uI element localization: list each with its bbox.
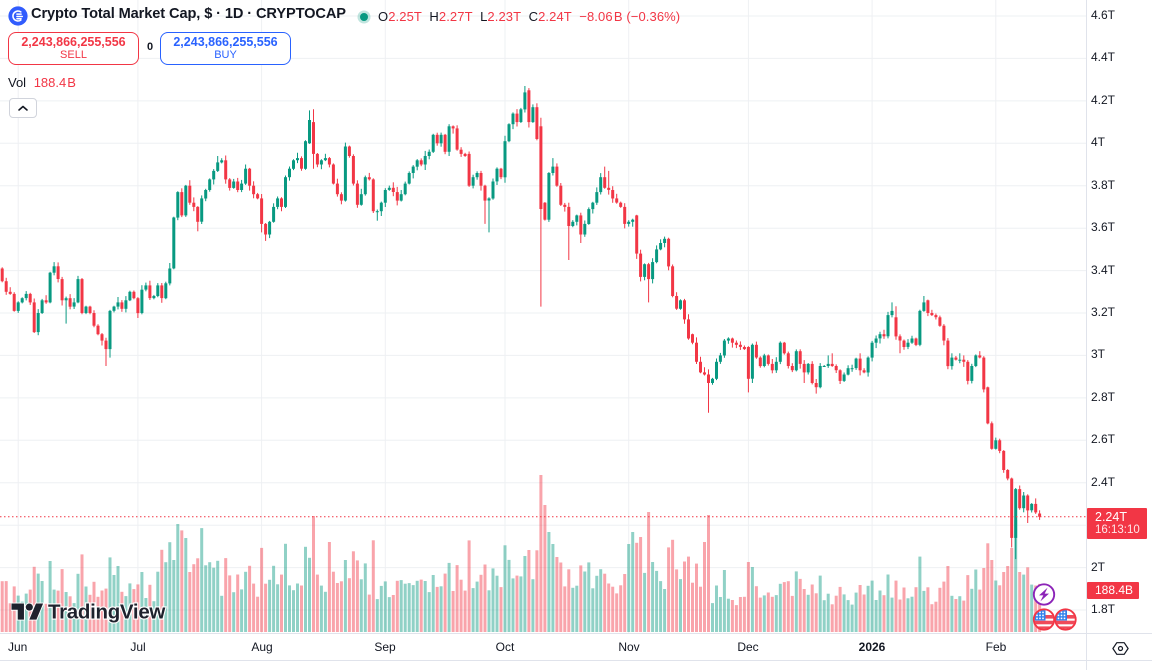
svg-text:TradingView: TradingView	[48, 601, 165, 624]
